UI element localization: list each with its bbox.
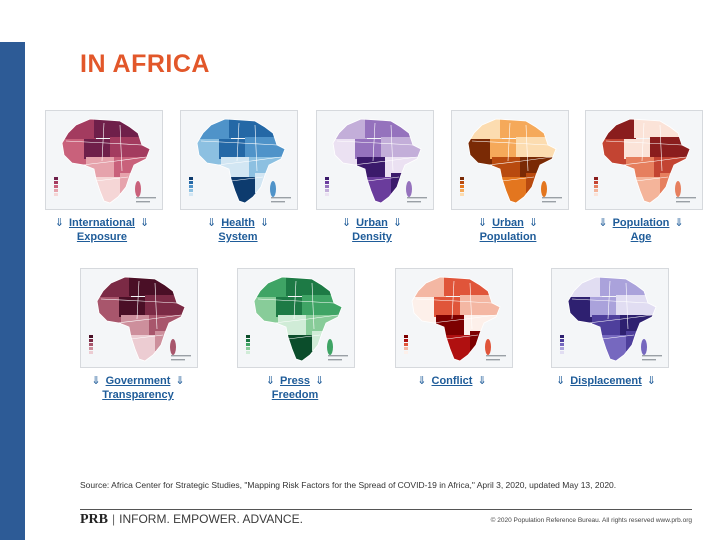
africa-map-icon bbox=[404, 276, 506, 362]
africa-map-icon bbox=[594, 118, 696, 204]
map-thumbnail-press-freedom[interactable] bbox=[237, 268, 355, 368]
map-link-label-line2: Exposure bbox=[76, 231, 128, 243]
map-link-label-line2: System bbox=[218, 231, 258, 243]
down-arrow-icon: ⇓ bbox=[54, 217, 64, 229]
down-arrow-icon: ⇓ bbox=[646, 375, 656, 387]
down-arrow-icon: ⇓ bbox=[392, 217, 403, 229]
africa-map-icon bbox=[560, 276, 662, 362]
map-link-label: Urban bbox=[356, 217, 388, 229]
map-link-label: Urban bbox=[492, 217, 524, 229]
down-arrow-icon: ⇓ bbox=[206, 217, 217, 229]
map-link-press-freedom[interactable]: ⇓ Press ⇓ Freedom bbox=[225, 374, 365, 402]
map-link-label-line2: Freedom bbox=[271, 389, 319, 401]
down-arrow-icon: ⇓ bbox=[417, 375, 427, 387]
map-thumbnail-health-system[interactable] bbox=[180, 110, 298, 210]
africa-map-icon bbox=[189, 118, 291, 204]
map-thumbnail-displacement[interactable] bbox=[551, 268, 669, 368]
down-arrow-icon: ⇓ bbox=[528, 217, 539, 229]
map-link-label: International bbox=[68, 217, 135, 229]
down-arrow-icon: ⇓ bbox=[674, 217, 684, 229]
map-thumbnail-urban-population[interactable] bbox=[451, 110, 569, 210]
down-arrow-icon: ⇓ bbox=[556, 375, 566, 387]
map-thumbnail-population-age[interactable] bbox=[585, 110, 703, 210]
map-link-urban-density[interactable]: ⇓ Urban ⇓ Density bbox=[302, 216, 442, 244]
prb-tagline: INFORM. EMPOWER. ADVANCE. bbox=[119, 512, 303, 526]
map-link-displacement[interactable]: ⇓ Displacement ⇓ bbox=[536, 374, 676, 388]
africa-map-icon bbox=[89, 276, 191, 362]
logo-separator: | bbox=[112, 512, 116, 526]
map-link-international-exposure[interactable]: ⇓ International ⇓ Exposure bbox=[32, 216, 172, 244]
africa-map-icon bbox=[325, 118, 427, 204]
left-accent-bar bbox=[0, 42, 25, 540]
map-link-label: Government bbox=[105, 375, 171, 387]
prb-logo: PRB | INFORM. EMPOWER. ADVANCE. bbox=[80, 512, 303, 528]
down-arrow-icon: ⇓ bbox=[477, 375, 487, 387]
map-link-label: Conflict bbox=[431, 375, 473, 387]
map-link-government-transparency[interactable]: ⇓ Government ⇓ Transparency bbox=[68, 374, 208, 402]
down-arrow-icon: ⇓ bbox=[341, 217, 352, 229]
down-arrow-icon: ⇓ bbox=[477, 217, 488, 229]
map-link-conflict[interactable]: ⇓ Conflict ⇓ bbox=[382, 374, 522, 388]
map-link-population-age[interactable]: ⇓ Population ⇓ Age bbox=[571, 216, 711, 244]
copyright-text: © 2020 Population Reference Bureau. All … bbox=[490, 517, 692, 524]
down-arrow-icon: ⇓ bbox=[265, 375, 275, 387]
slide-title: IN AFRICA bbox=[80, 50, 210, 78]
down-arrow-icon: ⇓ bbox=[175, 375, 185, 387]
down-arrow-icon: ⇓ bbox=[598, 217, 608, 229]
map-thumbnail-urban-density[interactable] bbox=[316, 110, 434, 210]
footer-divider bbox=[80, 509, 692, 510]
prb-brand: PRB bbox=[80, 512, 108, 527]
map-link-label: Displacement bbox=[570, 375, 642, 387]
map-link-health-system[interactable]: ⇓ Health ⇓ System bbox=[168, 216, 308, 244]
map-link-urban-population[interactable]: ⇓ Urban ⇓ Population bbox=[438, 216, 578, 244]
map-link-label-line2: Population bbox=[479, 231, 537, 243]
down-arrow-icon: ⇓ bbox=[314, 375, 325, 387]
down-arrow-icon: ⇓ bbox=[259, 217, 270, 229]
map-thumbnail-government-transparency[interactable] bbox=[80, 268, 198, 368]
map-thumbnail-international-exposure[interactable] bbox=[45, 110, 163, 210]
africa-map-icon bbox=[460, 118, 562, 204]
map-link-label: Press bbox=[280, 375, 310, 387]
down-arrow-icon: ⇓ bbox=[91, 375, 101, 387]
map-link-label: Health bbox=[221, 217, 255, 229]
map-link-label-line2: Age bbox=[630, 231, 652, 243]
map-link-label-line2: Density bbox=[352, 231, 392, 243]
map-link-label: Population bbox=[612, 217, 670, 229]
africa-map-icon bbox=[246, 276, 348, 362]
map-thumbnail-conflict[interactable] bbox=[395, 268, 513, 368]
map-link-label-line2: Transparency bbox=[102, 389, 174, 401]
down-arrow-icon: ⇓ bbox=[140, 217, 150, 229]
source-citation: Source: Africa Center for Strategic Stud… bbox=[80, 480, 617, 490]
africa-map-icon bbox=[54, 118, 156, 204]
